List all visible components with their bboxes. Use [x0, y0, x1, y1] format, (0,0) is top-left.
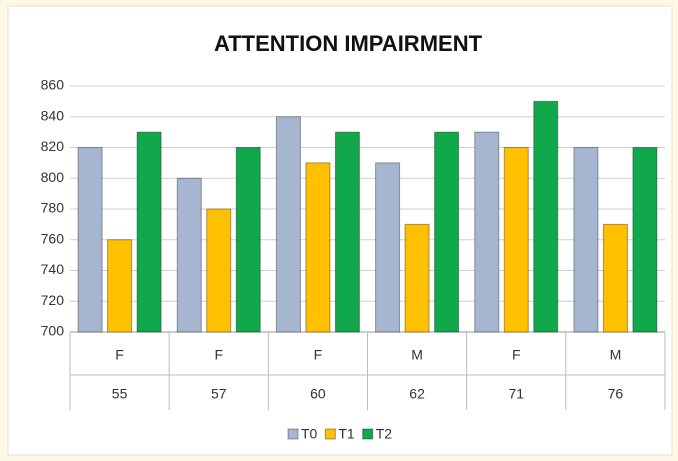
x-subtick-label: 55: [112, 386, 128, 402]
bar: [334, 131, 360, 333]
bar: [632, 147, 658, 333]
chart-title: ATTENTION IMPAIRMENT: [214, 31, 483, 56]
legend-label: T0: [301, 426, 318, 442]
bar: [235, 147, 261, 333]
bar: [375, 162, 401, 333]
x-subtick-label: 57: [211, 386, 227, 402]
bar: [275, 116, 301, 333]
bar: [107, 239, 133, 333]
bar: [206, 208, 232, 333]
x-subtick-label: 76: [608, 386, 624, 402]
bar: [474, 131, 500, 333]
legend-label: T1: [338, 426, 355, 442]
x-tick-label: M: [411, 347, 423, 363]
bar: [404, 223, 430, 333]
bar: [305, 162, 331, 333]
bar: [176, 177, 202, 333]
x-tick-label: F: [314, 347, 323, 363]
bar: [602, 223, 628, 333]
x-tick-label: F: [115, 347, 124, 363]
bar: [434, 131, 460, 333]
y-tick-label: 860: [41, 77, 65, 93]
y-tick-label: 760: [41, 230, 65, 246]
x-subtick-label: 60: [310, 386, 326, 402]
y-tick-label: 720: [41, 292, 65, 308]
y-tick-label: 840: [41, 107, 65, 123]
x-tick-label: F: [512, 347, 521, 363]
x-tick-label: F: [214, 347, 223, 363]
y-tick-label: 700: [41, 323, 65, 339]
y-tick-label: 740: [41, 261, 65, 277]
legend-swatch: [324, 428, 336, 440]
bar: [77, 147, 103, 333]
bar: [533, 100, 559, 333]
legend-label: T2: [376, 426, 393, 442]
bar: [503, 147, 529, 333]
y-tick-label: 800: [41, 169, 65, 185]
y-tick-label: 780: [41, 200, 65, 216]
bar: [573, 147, 599, 333]
bar: [136, 131, 162, 333]
legend-swatch: [362, 428, 374, 440]
x-subtick-label: 62: [409, 386, 425, 402]
x-tick-label: M: [610, 347, 622, 363]
legend-swatch: [287, 428, 299, 440]
y-tick-label: 820: [41, 138, 65, 154]
x-subtick-label: 71: [508, 386, 524, 402]
